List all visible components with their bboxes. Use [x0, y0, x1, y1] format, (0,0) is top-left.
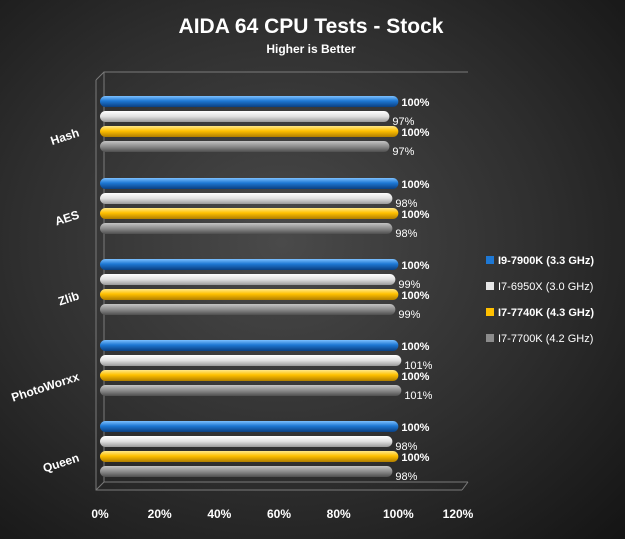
value-label-aes-series-4: 98%: [395, 228, 417, 240]
bar-photoworxx-series-3: [100, 370, 399, 381]
value-label-aes-series-3: 100%: [401, 209, 429, 221]
legend-swatch-series-2: [486, 282, 494, 290]
bar-queen-series-2: [100, 436, 393, 447]
value-labels-layer: 100%97%100%97%100%98%100%98%100%99%100%9…: [392, 97, 432, 483]
bar-aes-series-1: [100, 178, 399, 189]
value-label-photoworxx-series-3: 100%: [401, 371, 429, 383]
value-label-queen-series-3: 100%: [401, 452, 429, 464]
category-label-zlib: Zlib: [56, 289, 81, 309]
bar-zlib-series-2: [100, 274, 396, 285]
legend-swatch-series-1: [486, 256, 494, 264]
legend: I9-7900K (3.3 GHz) I7-6950X (3.0 GHz) I7-7…: [486, 255, 594, 345]
category-labels-layer: Hash AES Zlib PhotoWorxx Queen: [10, 126, 82, 476]
bar-aes-series-3: [100, 208, 399, 219]
value-label-hash-series-1: 100%: [401, 97, 429, 109]
x-tick-label: 120%: [443, 507, 474, 521]
value-label-queen-series-4: 98%: [395, 471, 417, 483]
legend-label-series-2: I7-6950X (3.0 GHz): [498, 281, 593, 293]
bar-hash-series-2: [100, 111, 390, 122]
bar-hash-series-4: [100, 141, 390, 152]
value-label-photoworxx-series-1: 100%: [401, 341, 429, 353]
x-axis-ticks-layer: 0% 20% 40% 60% 80% 100% 120%: [91, 507, 473, 521]
value-label-hash-series-4: 97%: [392, 146, 414, 158]
value-label-zlib-series-3: 100%: [401, 290, 429, 302]
bar-zlib-series-4: [100, 304, 396, 315]
value-label-zlib-series-2: 99%: [398, 279, 420, 291]
category-label-hash: Hash: [49, 126, 81, 148]
value-label-zlib-series-4: 99%: [398, 309, 420, 321]
bar-queen-series-4: [100, 466, 393, 477]
bar-aes-series-4: [100, 223, 393, 234]
bar-photoworxx-series-2: [100, 355, 402, 366]
bar-zlib-series-1: [100, 259, 399, 270]
bar-queen-series-3: [100, 451, 399, 462]
x-tick-label: 40%: [207, 507, 231, 521]
value-label-queen-series-2: 98%: [395, 441, 417, 453]
value-label-hash-series-2: 97%: [392, 116, 414, 128]
x-tick-label: 20%: [148, 507, 172, 521]
category-label-photoworxx: PhotoWorxx: [10, 369, 82, 404]
legend-swatch-series-4: [486, 334, 494, 342]
bar-photoworxx-series-4: [100, 385, 402, 396]
legend-label-series-4: I7-7700K (4.2 GHz): [498, 333, 593, 345]
bar-queen-series-1: [100, 421, 399, 432]
legend-label-series-1: I9-7900K (3.3 GHz): [498, 255, 594, 267]
legend-swatch-series-3: [486, 308, 494, 316]
bar-hash-series-1: [100, 96, 399, 107]
value-label-queen-series-1: 100%: [401, 422, 429, 434]
value-label-photoworxx-series-4: 101%: [404, 390, 432, 402]
bar-zlib-series-3: [100, 289, 399, 300]
legend-label-series-3: I7-7740K (4.3 GHz): [498, 307, 594, 319]
bar-hash-series-3: [100, 126, 399, 137]
bar-aes-series-2: [100, 193, 393, 204]
x-tick-label: 0%: [91, 507, 109, 521]
chart-subtitle: Higher is Better: [266, 42, 356, 56]
value-label-photoworxx-series-2: 101%: [404, 360, 432, 372]
x-tick-label: 100%: [383, 507, 414, 521]
bar-photoworxx-series-1: [100, 340, 399, 351]
x-tick-label: 80%: [327, 507, 351, 521]
x-tick-label: 60%: [267, 507, 291, 521]
category-label-aes: AES: [53, 208, 81, 229]
value-label-aes-series-2: 98%: [395, 198, 417, 210]
value-label-zlib-series-1: 100%: [401, 260, 429, 272]
bars-layer: [100, 96, 402, 477]
value-label-hash-series-3: 100%: [401, 127, 429, 139]
chart-title: AIDA 64 CPU Tests - Stock: [179, 15, 444, 38]
category-label-queen: Queen: [41, 451, 81, 476]
value-label-aes-series-1: 100%: [401, 179, 429, 191]
